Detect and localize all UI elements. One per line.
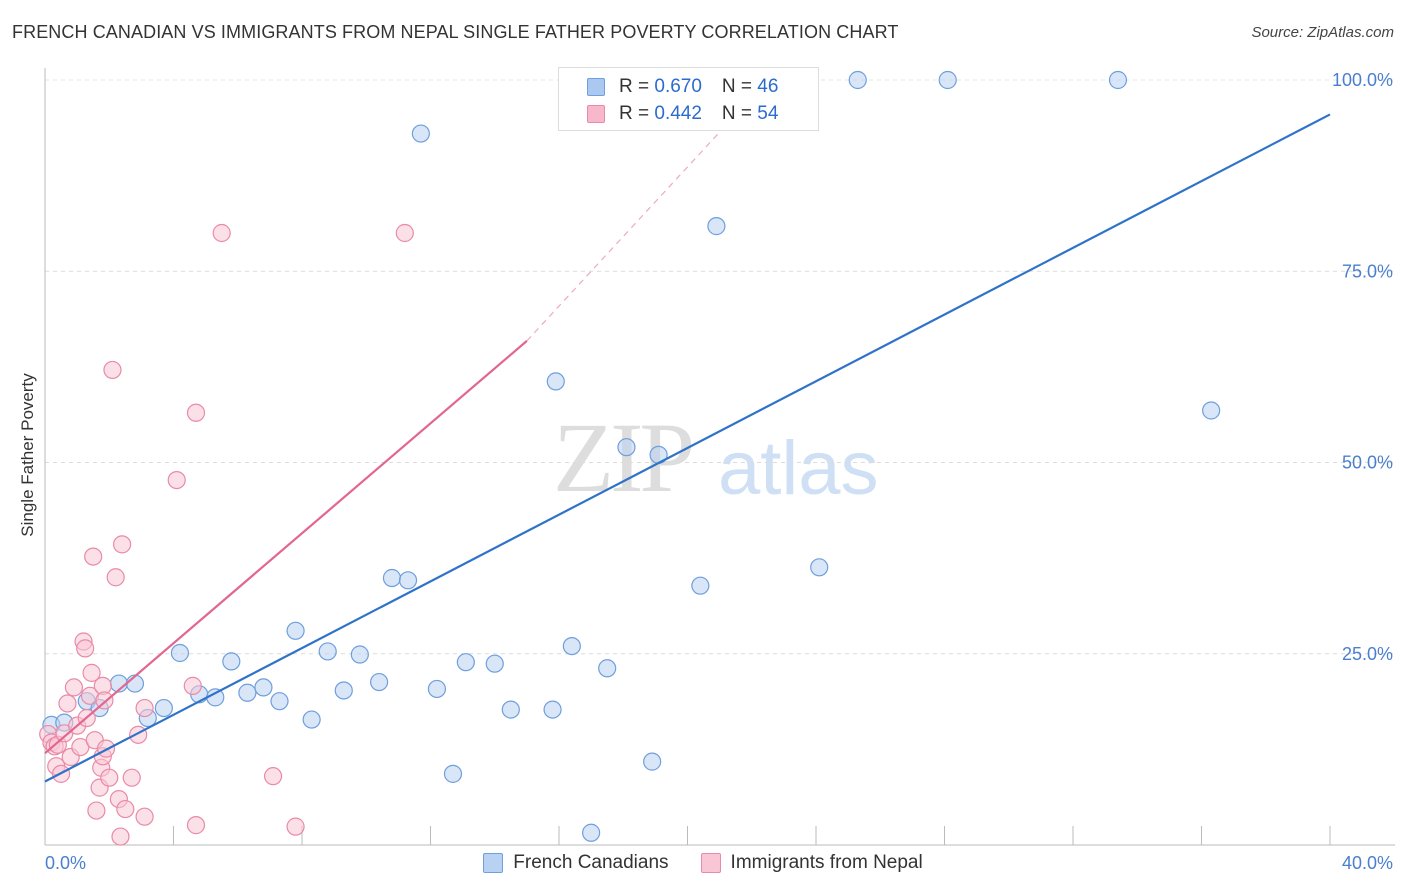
point-nepal [112, 535, 132, 554]
point-nepal [135, 698, 154, 718]
point-french-canadian [370, 672, 389, 692]
point-nepal [103, 360, 122, 380]
y-tick-label: 100.0% [1332, 70, 1393, 90]
point-french-canadian [582, 823, 601, 842]
point-nepal [64, 678, 84, 697]
point-french-canadian [350, 645, 369, 664]
point-french-canadian [382, 568, 402, 588]
point-nepal [183, 676, 202, 695]
legend-label: Immigrants from Nepal [730, 852, 923, 873]
point-nepal [263, 767, 283, 786]
legend-n-value: 46 [757, 76, 779, 97]
point-french-canadian [810, 558, 829, 577]
trendline-nepal-extension [526, 79, 769, 342]
legend-r-label: R = [619, 76, 655, 97]
point-french-canadian [254, 678, 273, 697]
point-french-canadian [707, 217, 726, 236]
y-tick-label: 50.0% [1342, 453, 1393, 473]
legend-label: French Canadians [513, 852, 669, 873]
point-french-canadian [286, 621, 305, 640]
source-credit: Source: ZipAtlas.com [1251, 24, 1394, 41]
point-nepal [186, 403, 206, 422]
point-nepal [286, 817, 305, 836]
legend-n-value: 54 [757, 103, 779, 124]
point-french-canadian [170, 643, 190, 663]
point-french-canadian [543, 700, 562, 719]
legend-item-french-canadians: French Canadians [483, 852, 669, 874]
y-tick-label: 75.0% [1342, 261, 1393, 281]
x-tick-label: 0.0% [45, 853, 86, 873]
trendline-french-canadians [44, 113, 1331, 783]
point-nepal [212, 223, 231, 243]
point-french-canadian [546, 372, 565, 391]
point-french-canadian [270, 692, 289, 711]
legend-r-value: 0.442 [654, 103, 702, 124]
legend-swatch-blue [483, 853, 504, 873]
legend-swatch-blue [587, 78, 605, 96]
point-nepal [100, 768, 119, 787]
point-nepal [87, 801, 106, 820]
point-french-canadian [398, 571, 418, 590]
legend-row-nepal: R = 0.442 N = 54 [587, 102, 778, 126]
x-tick-label: 40.0% [1342, 853, 1393, 873]
point-french-canadian [485, 654, 504, 673]
watermark-atlas: atlas [718, 426, 879, 511]
y-tick-label: 25.0% [1342, 644, 1393, 664]
legend-row-french-canadians: R = 0.670 N = 46 [587, 75, 778, 99]
point-french-canadian [848, 70, 867, 90]
point-french-canadian [643, 752, 662, 771]
point-french-canadian [1108, 70, 1128, 90]
legend-r-value: 0.670 [654, 76, 702, 97]
point-nepal [135, 807, 154, 826]
legend-n-label: N = [721, 103, 758, 124]
point-nepal [186, 816, 206, 835]
point-french-canadian [238, 683, 257, 702]
legend-n-label: N = [721, 76, 758, 97]
point-nepal [116, 799, 135, 819]
point-french-canadian [562, 636, 581, 656]
legend-swatch-pink [587, 105, 605, 123]
point-french-canadian [1202, 401, 1221, 420]
point-french-canadian [411, 124, 430, 143]
point-french-canadian [302, 710, 321, 729]
point-french-canadian [154, 698, 173, 718]
point-nepal [111, 827, 130, 846]
point-nepal [395, 223, 414, 243]
legend-r-label: R = [619, 103, 655, 124]
series-legend: French Canadians Immigrants from Nepal [0, 852, 1406, 874]
point-nepal [84, 547, 103, 566]
point-french-canadian [318, 642, 337, 661]
point-french-canadian [501, 700, 520, 719]
point-french-canadian [427, 679, 447, 699]
legend-swatch-pink [700, 853, 721, 873]
point-french-canadian [617, 438, 636, 457]
point-french-canadian [334, 681, 353, 700]
point-french-canadian [456, 653, 475, 672]
point-nepal [58, 694, 77, 713]
point-french-canadian [222, 652, 241, 671]
stats-legend: R = 0.670 N = 46 R = 0.442 N = 54 [558, 67, 819, 131]
point-french-canadian [938, 70, 957, 90]
point-nepal [82, 663, 101, 682]
trendline-nepal [44, 340, 528, 755]
point-nepal [71, 737, 90, 757]
point-french-canadian [691, 576, 710, 595]
point-french-canadian [598, 659, 617, 678]
point-nepal [106, 568, 125, 587]
point-nepal [167, 470, 186, 490]
chart-title: FRENCH CANADIAN VS IMMIGRANTS FROM NEPAL… [12, 22, 899, 42]
point-french-canadian [443, 764, 463, 783]
point-nepal [122, 768, 141, 787]
legend-item-nepal: Immigrants from Nepal [700, 852, 923, 874]
point-nepal [76, 639, 95, 658]
